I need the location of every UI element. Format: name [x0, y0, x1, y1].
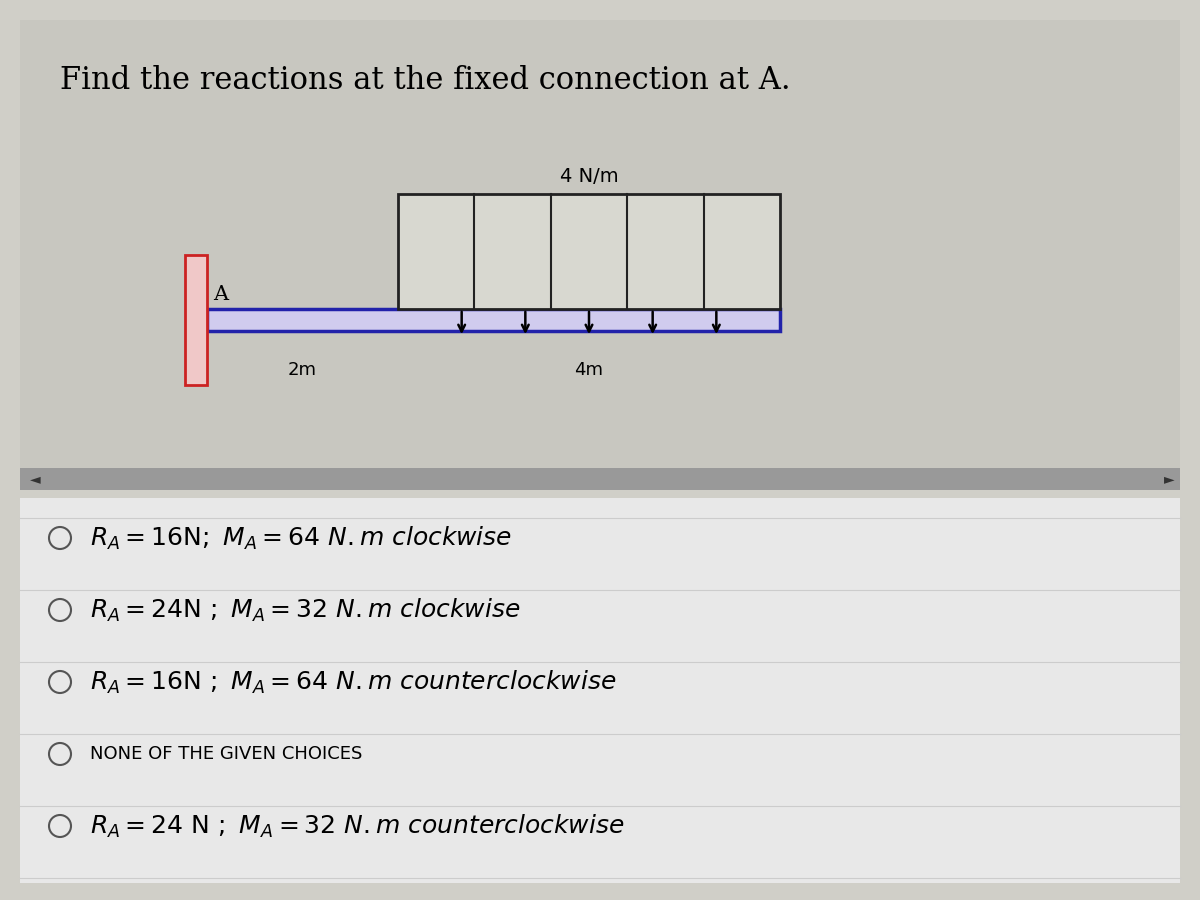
- Text: ►: ►: [1164, 472, 1175, 486]
- Bar: [20, 468, 1180, 490]
- Text: 4 N/m: 4 N/m: [559, 167, 618, 186]
- Bar: [398, 194, 780, 309]
- Bar: [20, 498, 1180, 883]
- Text: ◄: ◄: [30, 472, 41, 486]
- Bar: [398, 194, 780, 309]
- Bar: [20, 20, 1180, 480]
- Text: NONE OF THE GIVEN CHOICES: NONE OF THE GIVEN CHOICES: [90, 745, 362, 763]
- Text: $R_A = 16\mathrm{N};\ M_A = 64\ N.m$ $\mathit{clockwise}$: $R_A = 16\mathrm{N};\ M_A = 64\ N.m$ $\m…: [90, 525, 512, 552]
- Text: 4m: 4m: [575, 361, 604, 379]
- Text: 2m: 2m: [288, 361, 317, 379]
- Text: Find the reactions at the fixed connection at A.: Find the reactions at the fixed connecti…: [60, 65, 791, 96]
- Bar: [208, 309, 780, 331]
- Text: $R_A = 16\mathrm{N}\ ;\ M_A = 64\ N.m$ $\mathit{counterclockwise}$: $R_A = 16\mathrm{N}\ ;\ M_A = 64\ N.m$ $…: [90, 669, 617, 696]
- Text: $R_A = 24\ \mathrm{N}\ ;\ M_A = 32\ N.m$ $\mathit{counterclockwise}$: $R_A = 24\ \mathrm{N}\ ;\ M_A = 32\ N.m$…: [90, 813, 625, 840]
- Text: A: A: [214, 285, 228, 304]
- Text: $R_A = 24\mathrm{N}\ ;\ M_A = 32\ N.m$ $\mathit{clockwise}$: $R_A = 24\mathrm{N}\ ;\ M_A = 32\ N.m$ $…: [90, 597, 521, 624]
- Bar: [185, 255, 208, 385]
